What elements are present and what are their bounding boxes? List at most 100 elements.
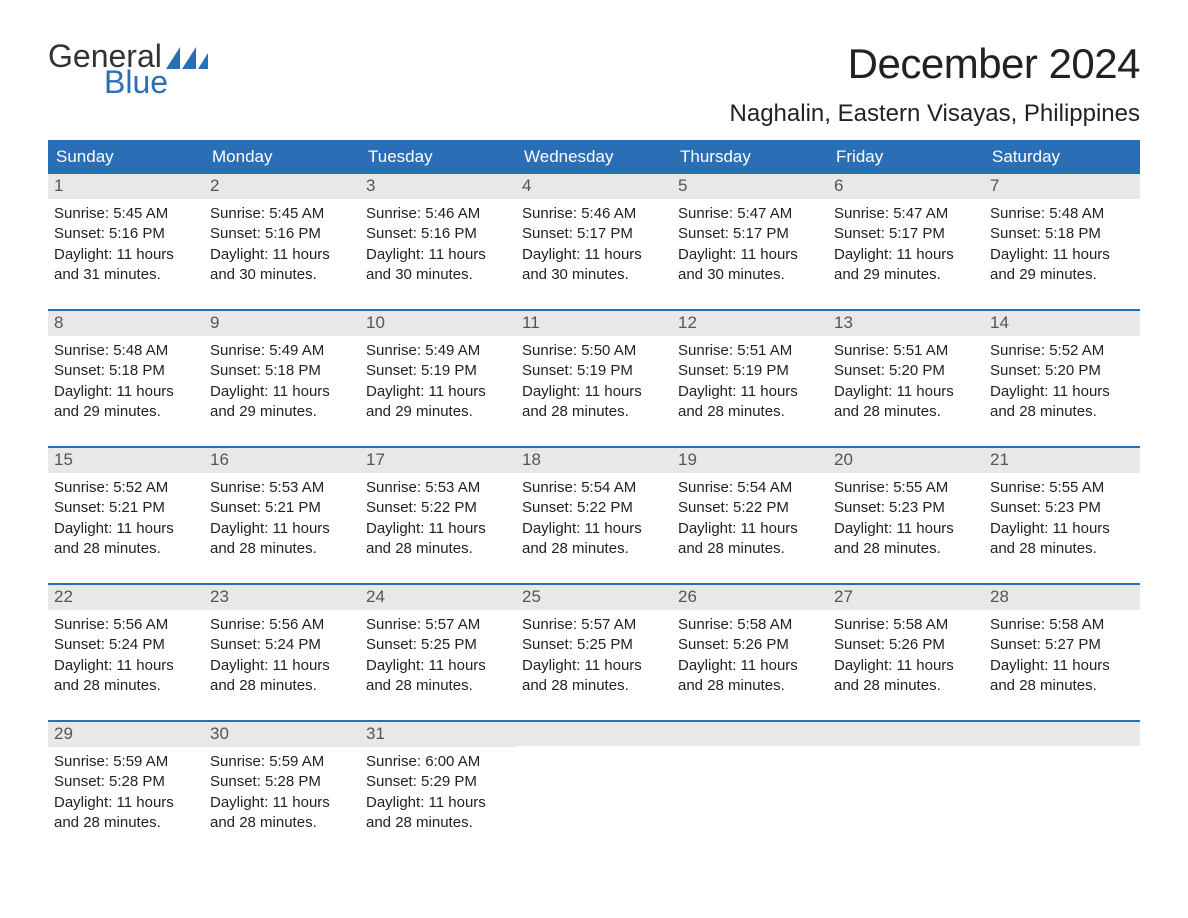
sunset-line: Sunset: 5:21 PM [210, 498, 354, 518]
sunset-line: Sunset: 5:20 PM [834, 361, 978, 381]
daylight-line-1: Daylight: 11 hours [210, 382, 354, 402]
day-number: 27 [828, 585, 984, 610]
daylight-line-2: and 28 minutes. [54, 676, 198, 696]
day-cell: 31Sunrise: 6:00 AMSunset: 5:29 PMDayligh… [360, 722, 516, 839]
sunrise-line: Sunrise: 5:45 AM [210, 204, 354, 224]
daylight-line-2: and 28 minutes. [990, 539, 1134, 559]
sunset-line: Sunset: 5:27 PM [990, 635, 1134, 655]
sunset-line: Sunset: 5:24 PM [210, 635, 354, 655]
day-number: 1 [48, 174, 204, 199]
sunrise-line: Sunrise: 5:47 AM [678, 204, 822, 224]
day-body: Sunrise: 5:53 AMSunset: 5:21 PMDaylight:… [204, 473, 360, 565]
day-number: 18 [516, 448, 672, 473]
daylight-line-2: and 28 minutes. [834, 676, 978, 696]
sunset-line: Sunset: 5:23 PM [990, 498, 1134, 518]
daylight-line-1: Daylight: 11 hours [522, 382, 666, 402]
day-cell: 15Sunrise: 5:52 AMSunset: 5:21 PMDayligh… [48, 448, 204, 565]
daylight-line-1: Daylight: 11 hours [678, 382, 822, 402]
sunrise-line: Sunrise: 5:59 AM [210, 752, 354, 772]
daylight-line-2: and 28 minutes. [210, 676, 354, 696]
day-number: 9 [204, 311, 360, 336]
day-number: 16 [204, 448, 360, 473]
daylight-line-1: Daylight: 11 hours [678, 245, 822, 265]
day-cell: 20Sunrise: 5:55 AMSunset: 5:23 PMDayligh… [828, 448, 984, 565]
day-body: Sunrise: 5:58 AMSunset: 5:26 PMDaylight:… [672, 610, 828, 702]
daylight-line-2: and 31 minutes. [54, 265, 198, 285]
daylight-line-2: and 28 minutes. [678, 539, 822, 559]
week-row: 29Sunrise: 5:59 AMSunset: 5:28 PMDayligh… [48, 720, 1140, 839]
day-cell: 22Sunrise: 5:56 AMSunset: 5:24 PMDayligh… [48, 585, 204, 702]
day-cell: 8Sunrise: 5:48 AMSunset: 5:18 PMDaylight… [48, 311, 204, 428]
weekday-header: Tuesday [360, 140, 516, 174]
sunrise-line: Sunrise: 5:54 AM [678, 478, 822, 498]
sunset-line: Sunset: 5:26 PM [678, 635, 822, 655]
sunset-line: Sunset: 5:22 PM [522, 498, 666, 518]
daylight-line-1: Daylight: 11 hours [834, 656, 978, 676]
day-body: Sunrise: 5:59 AMSunset: 5:28 PMDaylight:… [48, 747, 204, 839]
daylight-line-2: and 30 minutes. [678, 265, 822, 285]
sunset-line: Sunset: 5:25 PM [522, 635, 666, 655]
week-row: 15Sunrise: 5:52 AMSunset: 5:21 PMDayligh… [48, 446, 1140, 565]
day-number: 28 [984, 585, 1140, 610]
day-body: Sunrise: 5:47 AMSunset: 5:17 PMDaylight:… [828, 199, 984, 291]
day-cell: 14Sunrise: 5:52 AMSunset: 5:20 PMDayligh… [984, 311, 1140, 428]
daylight-line-1: Daylight: 11 hours [54, 245, 198, 265]
daylight-line-1: Daylight: 11 hours [210, 656, 354, 676]
day-body: Sunrise: 6:00 AMSunset: 5:29 PMDaylight:… [360, 747, 516, 839]
day-cell: 2Sunrise: 5:45 AMSunset: 5:16 PMDaylight… [204, 174, 360, 291]
day-body: Sunrise: 5:54 AMSunset: 5:22 PMDaylight:… [516, 473, 672, 565]
day-cell: 11Sunrise: 5:50 AMSunset: 5:19 PMDayligh… [516, 311, 672, 428]
day-number: 30 [204, 722, 360, 747]
day-body: Sunrise: 5:54 AMSunset: 5:22 PMDaylight:… [672, 473, 828, 565]
day-number: 3 [360, 174, 516, 199]
day-number: 20 [828, 448, 984, 473]
day-number: 7 [984, 174, 1140, 199]
daylight-line-2: and 28 minutes. [678, 402, 822, 422]
daylight-line-1: Daylight: 11 hours [366, 245, 510, 265]
daylight-line-2: and 28 minutes. [366, 813, 510, 833]
sunrise-line: Sunrise: 5:46 AM [522, 204, 666, 224]
sunset-line: Sunset: 5:21 PM [54, 498, 198, 518]
daylight-line-1: Daylight: 11 hours [990, 519, 1134, 539]
sunset-line: Sunset: 5:17 PM [834, 224, 978, 244]
sunrise-line: Sunrise: 5:53 AM [366, 478, 510, 498]
daylight-line-2: and 28 minutes. [54, 539, 198, 559]
weeks-container: 1 Sunrise: 5:45 AMSunset: 5:16 PM Daylight… [48, 174, 1140, 839]
day-cell: 21Sunrise: 5:55 AMSunset: 5:23 PMDayligh… [984, 448, 1140, 565]
sunrise-line: Sunrise: 5:52 AM [54, 478, 198, 498]
day-number: 11 [516, 311, 672, 336]
daylight-line-1: Daylight: 11 hours [54, 519, 198, 539]
day-body: Sunrise: 5:53 AMSunset: 5:22 PMDaylight:… [360, 473, 516, 565]
daylight-line-2: and 28 minutes. [678, 676, 822, 696]
daylight-line-2: and 30 minutes. [522, 265, 666, 285]
daylight-line-2: and 28 minutes. [834, 539, 978, 559]
daylight-line-1: Daylight: 11 hours [522, 245, 666, 265]
day-cell-empty [516, 722, 672, 839]
sunrise-line: Sunrise: 5:54 AM [522, 478, 666, 498]
daylight-line-2: and 30 minutes. [210, 265, 354, 285]
daylight-line-1: Daylight: 11 hours [366, 519, 510, 539]
daylight-line-1: Daylight: 11 hours [366, 793, 510, 813]
sunset-line: Sunset: 5:28 PM [54, 772, 198, 792]
day-number: 26 [672, 585, 828, 610]
day-cell: 12Sunrise: 5:51 AMSunset: 5:19 PMDayligh… [672, 311, 828, 428]
sunrise-line: Sunrise: 5:48 AM [54, 341, 198, 361]
sunrise-line: Sunrise: 5:46 AM [366, 204, 510, 224]
day-cell: 19Sunrise: 5:54 AMSunset: 5:22 PMDayligh… [672, 448, 828, 565]
weekday-header: Friday [828, 140, 984, 174]
page-header: General Blue December 2024 Naghalin, Eas… [48, 40, 1140, 128]
calendar: Sunday Monday Tuesday Wednesday Thursday… [48, 140, 1140, 839]
daylight-line-1: Daylight: 11 hours [210, 793, 354, 813]
day-number: 13 [828, 311, 984, 336]
day-number: 24 [360, 585, 516, 610]
day-body: Sunrise: 5:49 AMSunset: 5:19 PMDaylight:… [360, 336, 516, 428]
daylight-line-2: and 28 minutes. [990, 676, 1134, 696]
daylight-line-2: and 28 minutes. [990, 402, 1134, 422]
day-cell: 4Sunrise: 5:46 AMSunset: 5:17 PMDaylight… [516, 174, 672, 291]
day-number: 21 [984, 448, 1140, 473]
sunset-line: Sunset: 5:16 PM [210, 224, 354, 244]
daylight-line-2: and 30 minutes. [366, 265, 510, 285]
sunrise-line: Sunrise: 5:47 AM [834, 204, 978, 224]
day-number-empty [516, 722, 672, 746]
sunset-line: Sunset: 5:18 PM [54, 361, 198, 381]
